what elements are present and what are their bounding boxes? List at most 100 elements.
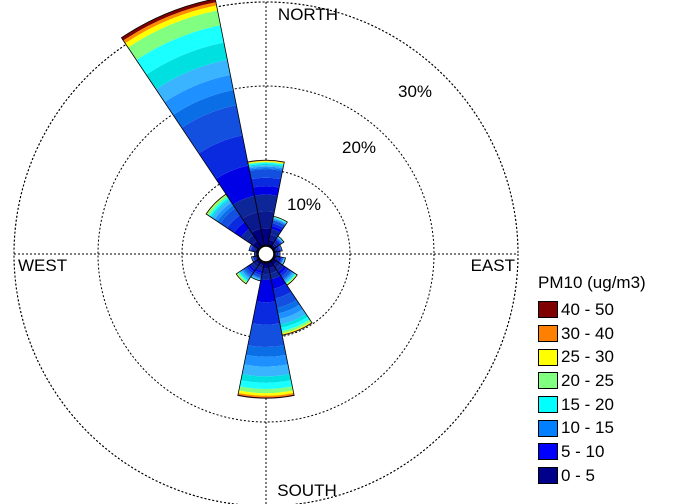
petal-outline	[120, 0, 265, 248]
petal-segment	[241, 229, 254, 242]
direction-label-west: WEST	[18, 256, 67, 275]
petal-segment	[251, 228, 265, 247]
petal-n	[247, 159, 285, 246]
petal-segment	[283, 271, 294, 282]
petal-segment	[241, 269, 251, 279]
petal-segment	[275, 238, 282, 245]
petal-segment	[249, 244, 253, 251]
petal-segment	[282, 322, 313, 336]
legend-title: PM10 (ug/m3)	[538, 273, 646, 292]
legend-label: 30 - 40	[561, 323, 614, 343]
ring-label-30: 30%	[398, 82, 432, 101]
petal-segment	[274, 256, 279, 261]
petal-segment	[251, 256, 255, 263]
petal-segment	[252, 274, 262, 279]
petal-outline	[237, 262, 295, 399]
petal-segment	[252, 186, 280, 196]
legend-item: 25 - 30	[538, 345, 646, 369]
petal-nne	[267, 215, 288, 248]
petal-segment	[285, 273, 297, 285]
petal-segment	[252, 256, 255, 262]
petal-segment	[272, 220, 286, 228]
petal-segment	[277, 304, 303, 320]
petal-segment	[254, 194, 278, 213]
petal-segment	[272, 218, 286, 225]
petal-segment	[281, 257, 285, 265]
petal-segment	[146, 42, 228, 90]
petal-segment	[123, 2, 217, 44]
petal-segment	[276, 237, 283, 244]
petal-segment	[255, 268, 263, 274]
legend-swatch	[538, 396, 558, 414]
petal-segment	[238, 392, 294, 398]
petal-segment	[269, 228, 281, 238]
petal-segment	[242, 212, 261, 233]
petal-segment	[273, 255, 277, 260]
petal-nw	[205, 193, 262, 250]
petal-segment	[239, 380, 293, 389]
petal-segment	[277, 251, 279, 257]
petal-segment	[280, 257, 285, 265]
legend-item: 0 - 5	[538, 464, 646, 488]
legend-item: 40 - 50	[538, 298, 646, 322]
petal-segment	[253, 256, 256, 262]
petal-segment	[272, 219, 286, 226]
petal-segment	[227, 215, 245, 233]
petal-segment	[198, 135, 249, 180]
petal-segment	[252, 246, 256, 252]
petal-outline	[247, 159, 285, 246]
petal-segment	[248, 161, 284, 165]
petal-segment	[285, 273, 296, 284]
petal-segment	[248, 163, 284, 167]
petal-segment	[247, 323, 285, 348]
petal-segment	[263, 262, 269, 269]
petal-segment	[238, 390, 294, 396]
petal-segment	[232, 195, 258, 219]
petal-segment	[271, 244, 276, 249]
petal-outline	[267, 215, 288, 248]
petal-segment	[249, 169, 283, 180]
petal-segment	[281, 321, 312, 335]
petal-segment	[279, 257, 284, 264]
petal-segment	[243, 268, 252, 277]
petal-segment	[254, 255, 258, 261]
petal-segment	[275, 251, 277, 257]
petal-segment	[279, 267, 289, 277]
petal-segment	[278, 245, 282, 252]
legend-label: 40 - 50	[561, 299, 614, 319]
calm-circle	[257, 245, 275, 263]
petal-segment	[234, 222, 250, 238]
legend-swatch	[538, 443, 558, 461]
ring-label-10: 10%	[287, 195, 321, 214]
petal-segment	[260, 273, 272, 280]
ring-30	[13, 1, 519, 504]
petal-segment	[262, 268, 270, 275]
petal-segment	[220, 208, 240, 228]
petal-outline	[270, 235, 285, 250]
petal-segment	[269, 270, 281, 280]
petal-segment	[251, 274, 262, 280]
petal-segment	[251, 256, 255, 262]
petal-sw	[235, 258, 262, 285]
petal-segment	[211, 199, 232, 220]
petal-segment	[277, 236, 284, 243]
petal-segment	[251, 177, 281, 188]
petal-ne	[270, 235, 285, 250]
legend-swatch	[538, 467, 558, 485]
petal-segment	[252, 240, 261, 249]
petal-segment	[214, 202, 234, 222]
petal-segment	[286, 274, 298, 286]
direction-label-east: EAST	[471, 256, 515, 275]
legend-swatch	[538, 301, 558, 319]
petal-e	[274, 250, 281, 258]
petal-segment	[252, 272, 262, 278]
petal-ene	[272, 244, 283, 253]
petal-segment	[256, 279, 276, 303]
legend-swatch	[538, 372, 558, 390]
petal-segment	[236, 273, 247, 284]
legend-swatch	[538, 348, 558, 366]
petal-segment	[267, 261, 275, 269]
petal-segment	[277, 251, 279, 257]
petal-segment	[285, 273, 296, 284]
petal-segment	[253, 256, 257, 261]
